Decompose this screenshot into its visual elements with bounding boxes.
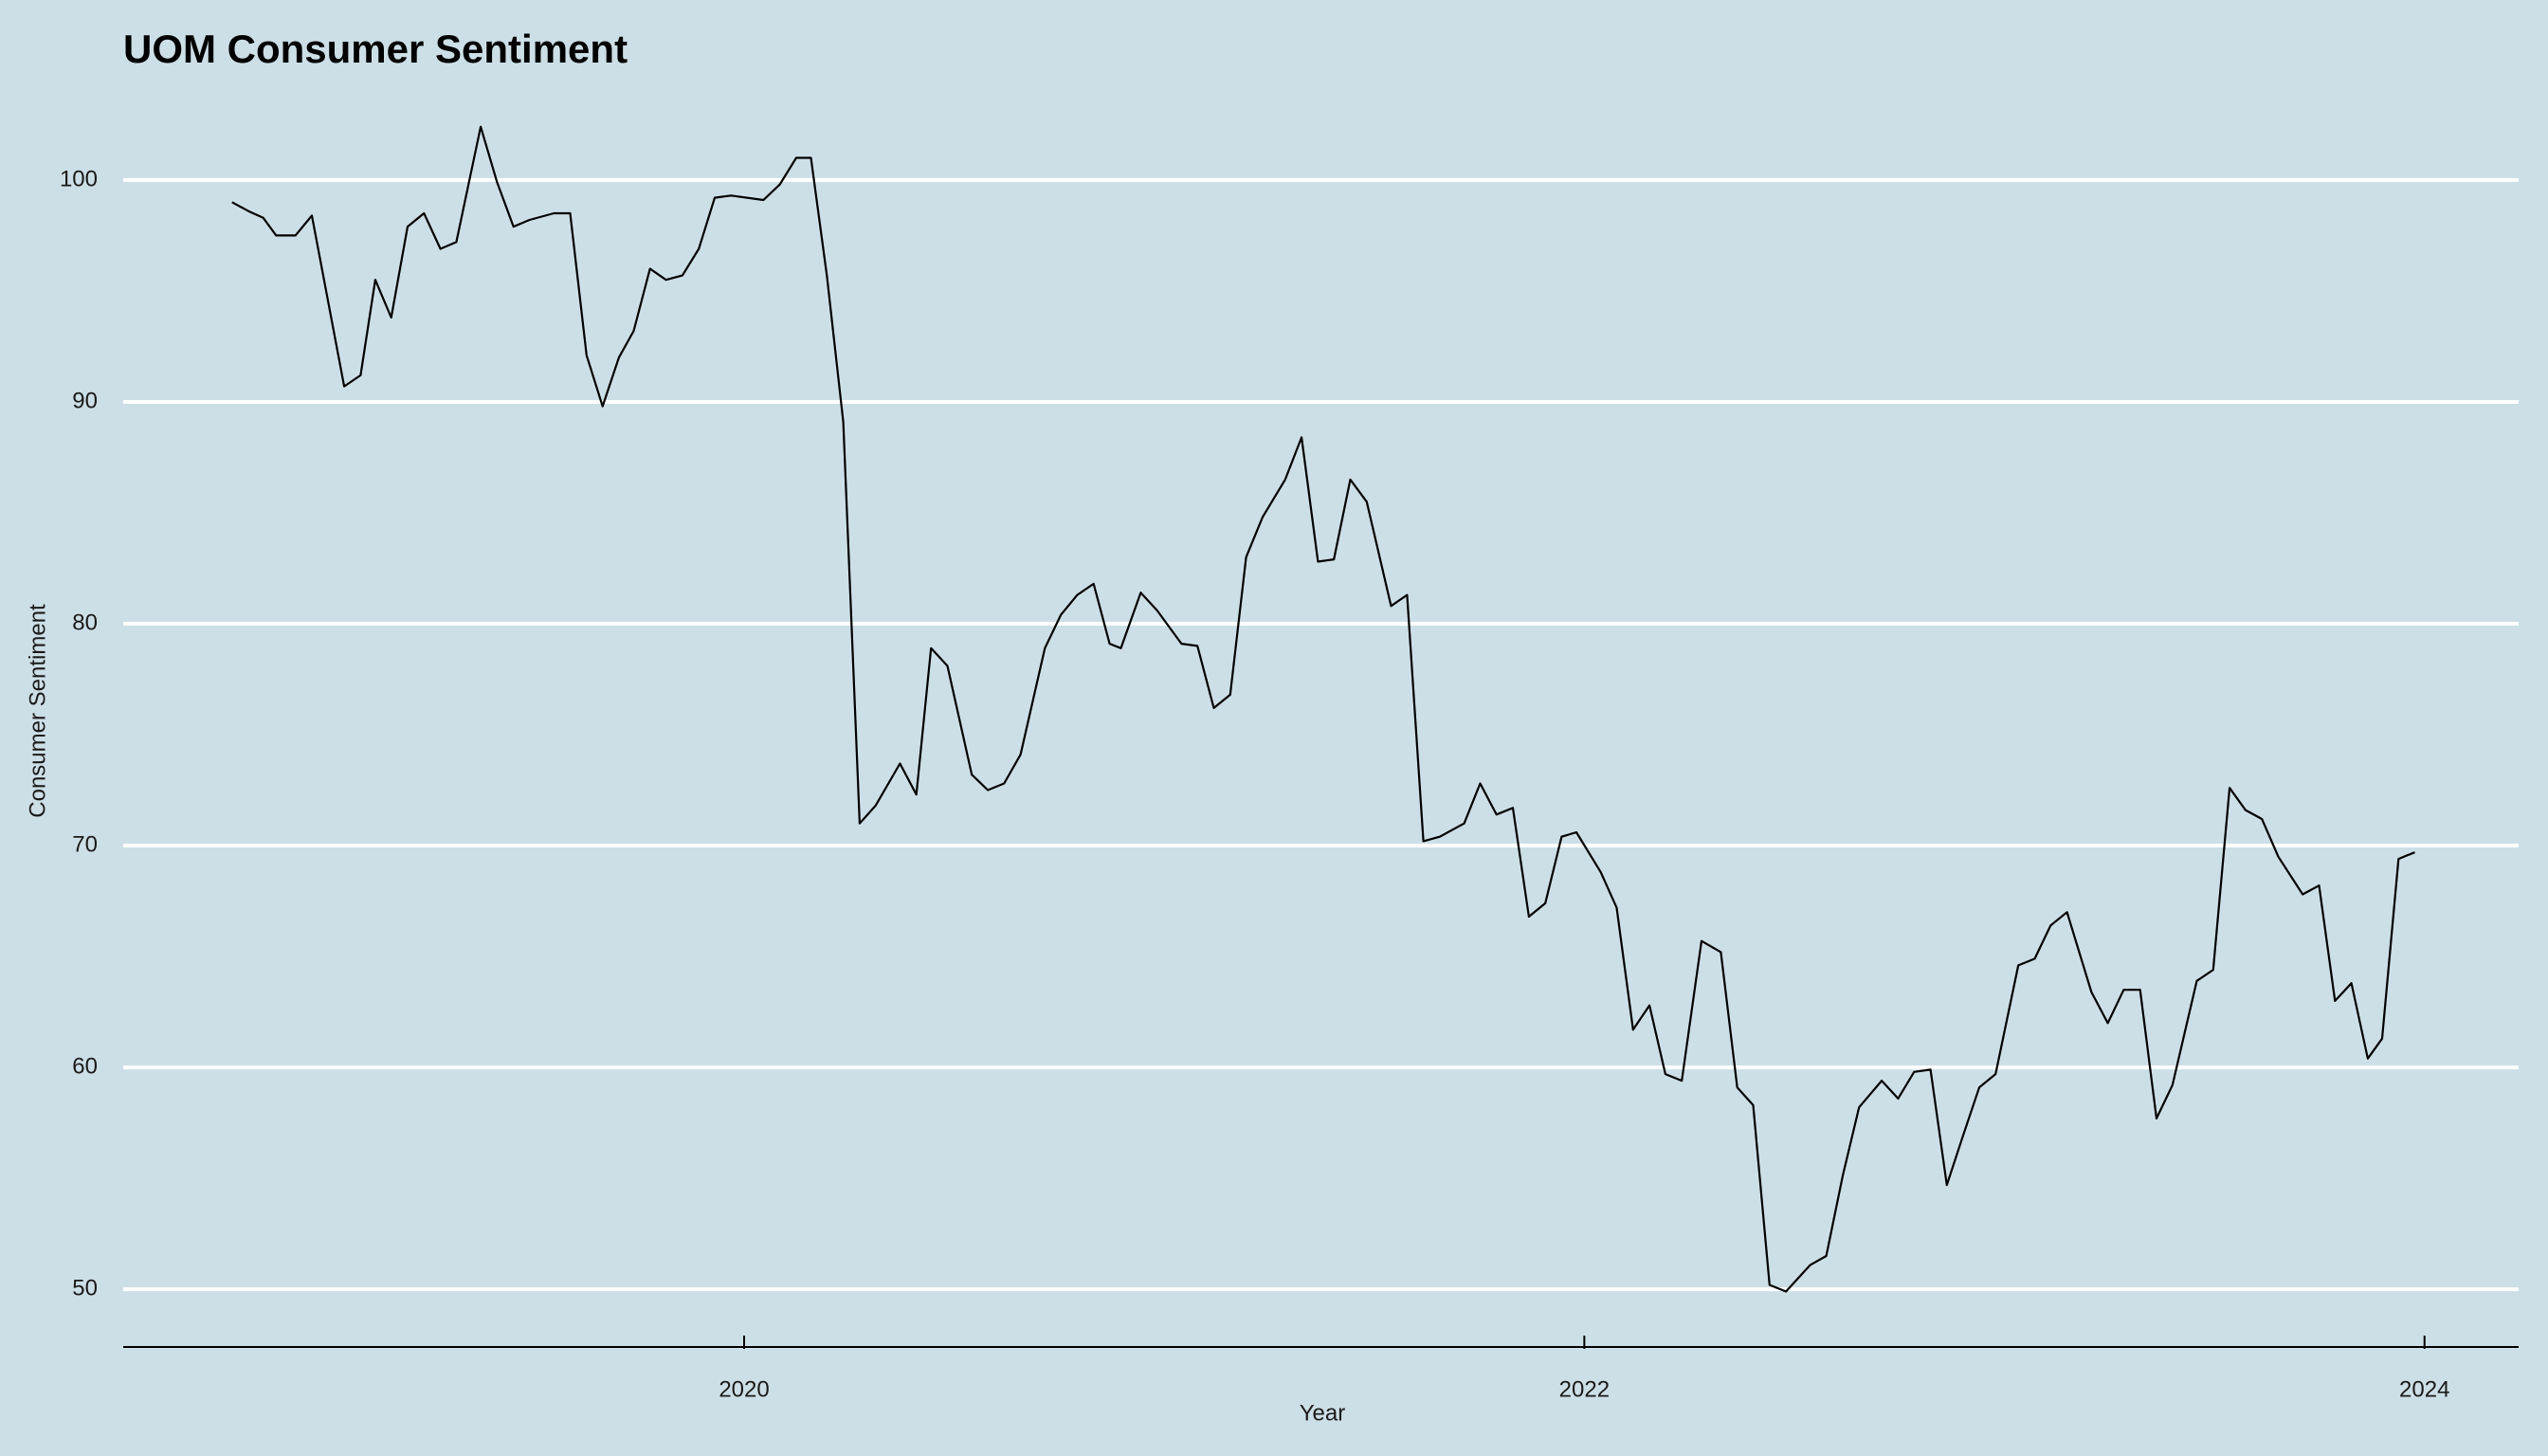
y-axis-title: Consumer Sentiment: [25, 604, 50, 818]
y-tick-label: 60: [72, 1053, 98, 1079]
y-tick-label: 70: [72, 831, 98, 857]
chart-title: UOM Consumer Sentiment: [123, 27, 628, 71]
y-tick-label: 90: [72, 388, 98, 413]
x-tick-label: 2024: [2399, 1376, 2449, 1402]
x-tick-label: 2022: [1559, 1376, 1610, 1402]
y-tick-label: 50: [72, 1275, 98, 1301]
y-tick-label: 100: [60, 166, 98, 191]
data-line: [231, 125, 2415, 1293]
x-tick-label: 2020: [719, 1376, 769, 1402]
x-axis-title: Year: [1300, 1400, 1346, 1426]
y-tick-label: 80: [72, 610, 98, 635]
